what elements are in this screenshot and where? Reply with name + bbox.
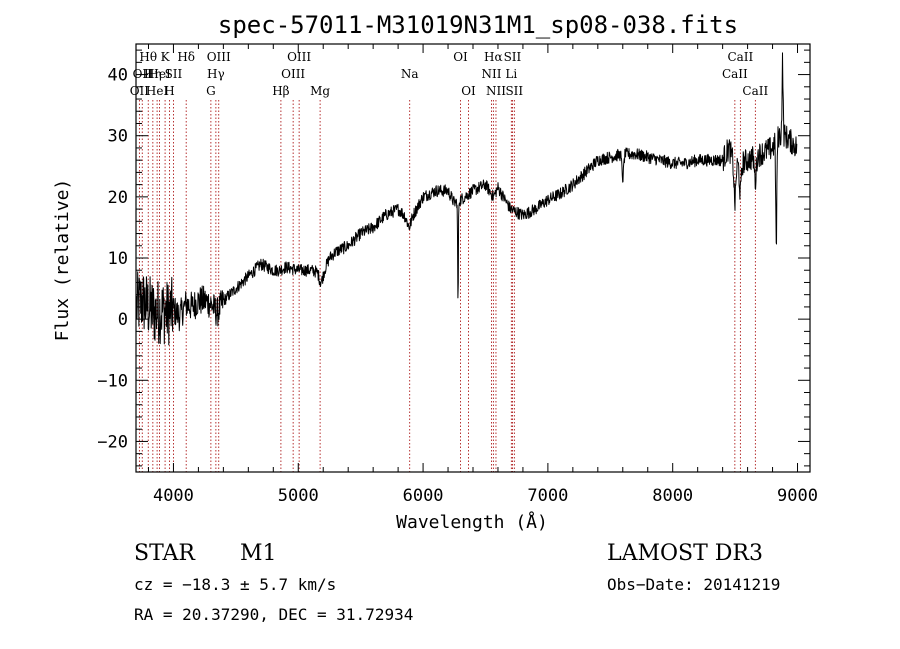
survey-name: LAMOST DR3 [607,541,763,566]
x-tick-label: 5000 [278,486,319,506]
y-axis-label: Flux (relative) [52,179,73,342]
line-marker-label: CaII [727,50,753,64]
line-marker-label: Hδ [177,50,195,64]
spectrum-series [136,52,798,346]
line-marker-label: Li [505,67,517,81]
line-marker-label: Hγ [207,67,225,81]
y-axis-ticks: −20 −10 0 10 20 30 40 [97,49,810,467]
line-marker-label: Hβ [272,84,289,98]
object-class: STAR [134,541,196,566]
y-tick-label: 10 [108,249,128,269]
object-subclass: M1 [240,541,277,566]
coordinates: RA = 20.37290, DEC = 31.72934 [134,605,413,624]
y-tick-label: 20 [108,188,128,208]
chart-title: spec-57011-M31019N31M1_sp08-038.fits [218,11,738,39]
obs-date: Obs−Date: 20141219 [607,575,780,594]
x-axis-label: Wavelength (Å) [396,511,548,533]
line-marker-label: OIII [207,50,231,64]
line-marker-label: K [161,50,171,64]
y-tick-label: 40 [108,66,128,86]
line-marker-label: OIII [281,67,305,81]
line-marker-label: OIII [287,50,311,64]
line-marker-label: SII [504,50,522,64]
y-tick-label: −20 [97,432,128,452]
x-axis-ticks: 4000 5000 6000 7000 8000 9000 [147,44,818,506]
line-marker-label: OII [130,84,150,98]
line-marker-label: Hα [484,50,503,64]
line-marker-label: OII [133,67,153,81]
line-marker-label: HeI [146,84,169,98]
plot-frame [135,43,811,473]
line-marker-label: Na [401,67,419,81]
x-tick-label: 6000 [403,486,444,506]
line-marker-label: SII [505,84,523,98]
line-markers: OIIOIIHθHηHeIHeIKHSIIHδGHγOIIIHβOIIIOIII… [130,50,768,472]
line-marker-label: H [164,84,174,98]
line-marker-label: CaII [722,67,748,81]
line-marker-label: CaII [742,84,768,98]
spectrum-line [136,52,798,346]
line-marker-label: Hθ [139,50,157,64]
line-marker-label: OI [461,84,476,98]
x-tick-label: 4000 [153,486,194,506]
line-marker-label: SII [165,67,183,81]
y-tick-label: 30 [108,127,128,147]
redshift-info: cz = −18.3 ± 5.7 km/s [134,575,336,594]
line-marker-label: OI [453,50,468,64]
y-tick-label: −10 [97,371,128,391]
y-tick-label: 0 [118,310,128,330]
line-marker-label: Hη [144,67,162,81]
line-marker-label: G [206,84,216,98]
x-tick-label: 8000 [652,486,693,506]
line-marker-label: NII [481,67,501,81]
x-tick-label: 7000 [527,486,568,506]
line-marker-label: Mg [310,84,330,98]
x-tick-label: 9000 [777,486,818,506]
line-marker-label: HeI [148,67,171,81]
line-marker-label: NII [486,84,506,98]
